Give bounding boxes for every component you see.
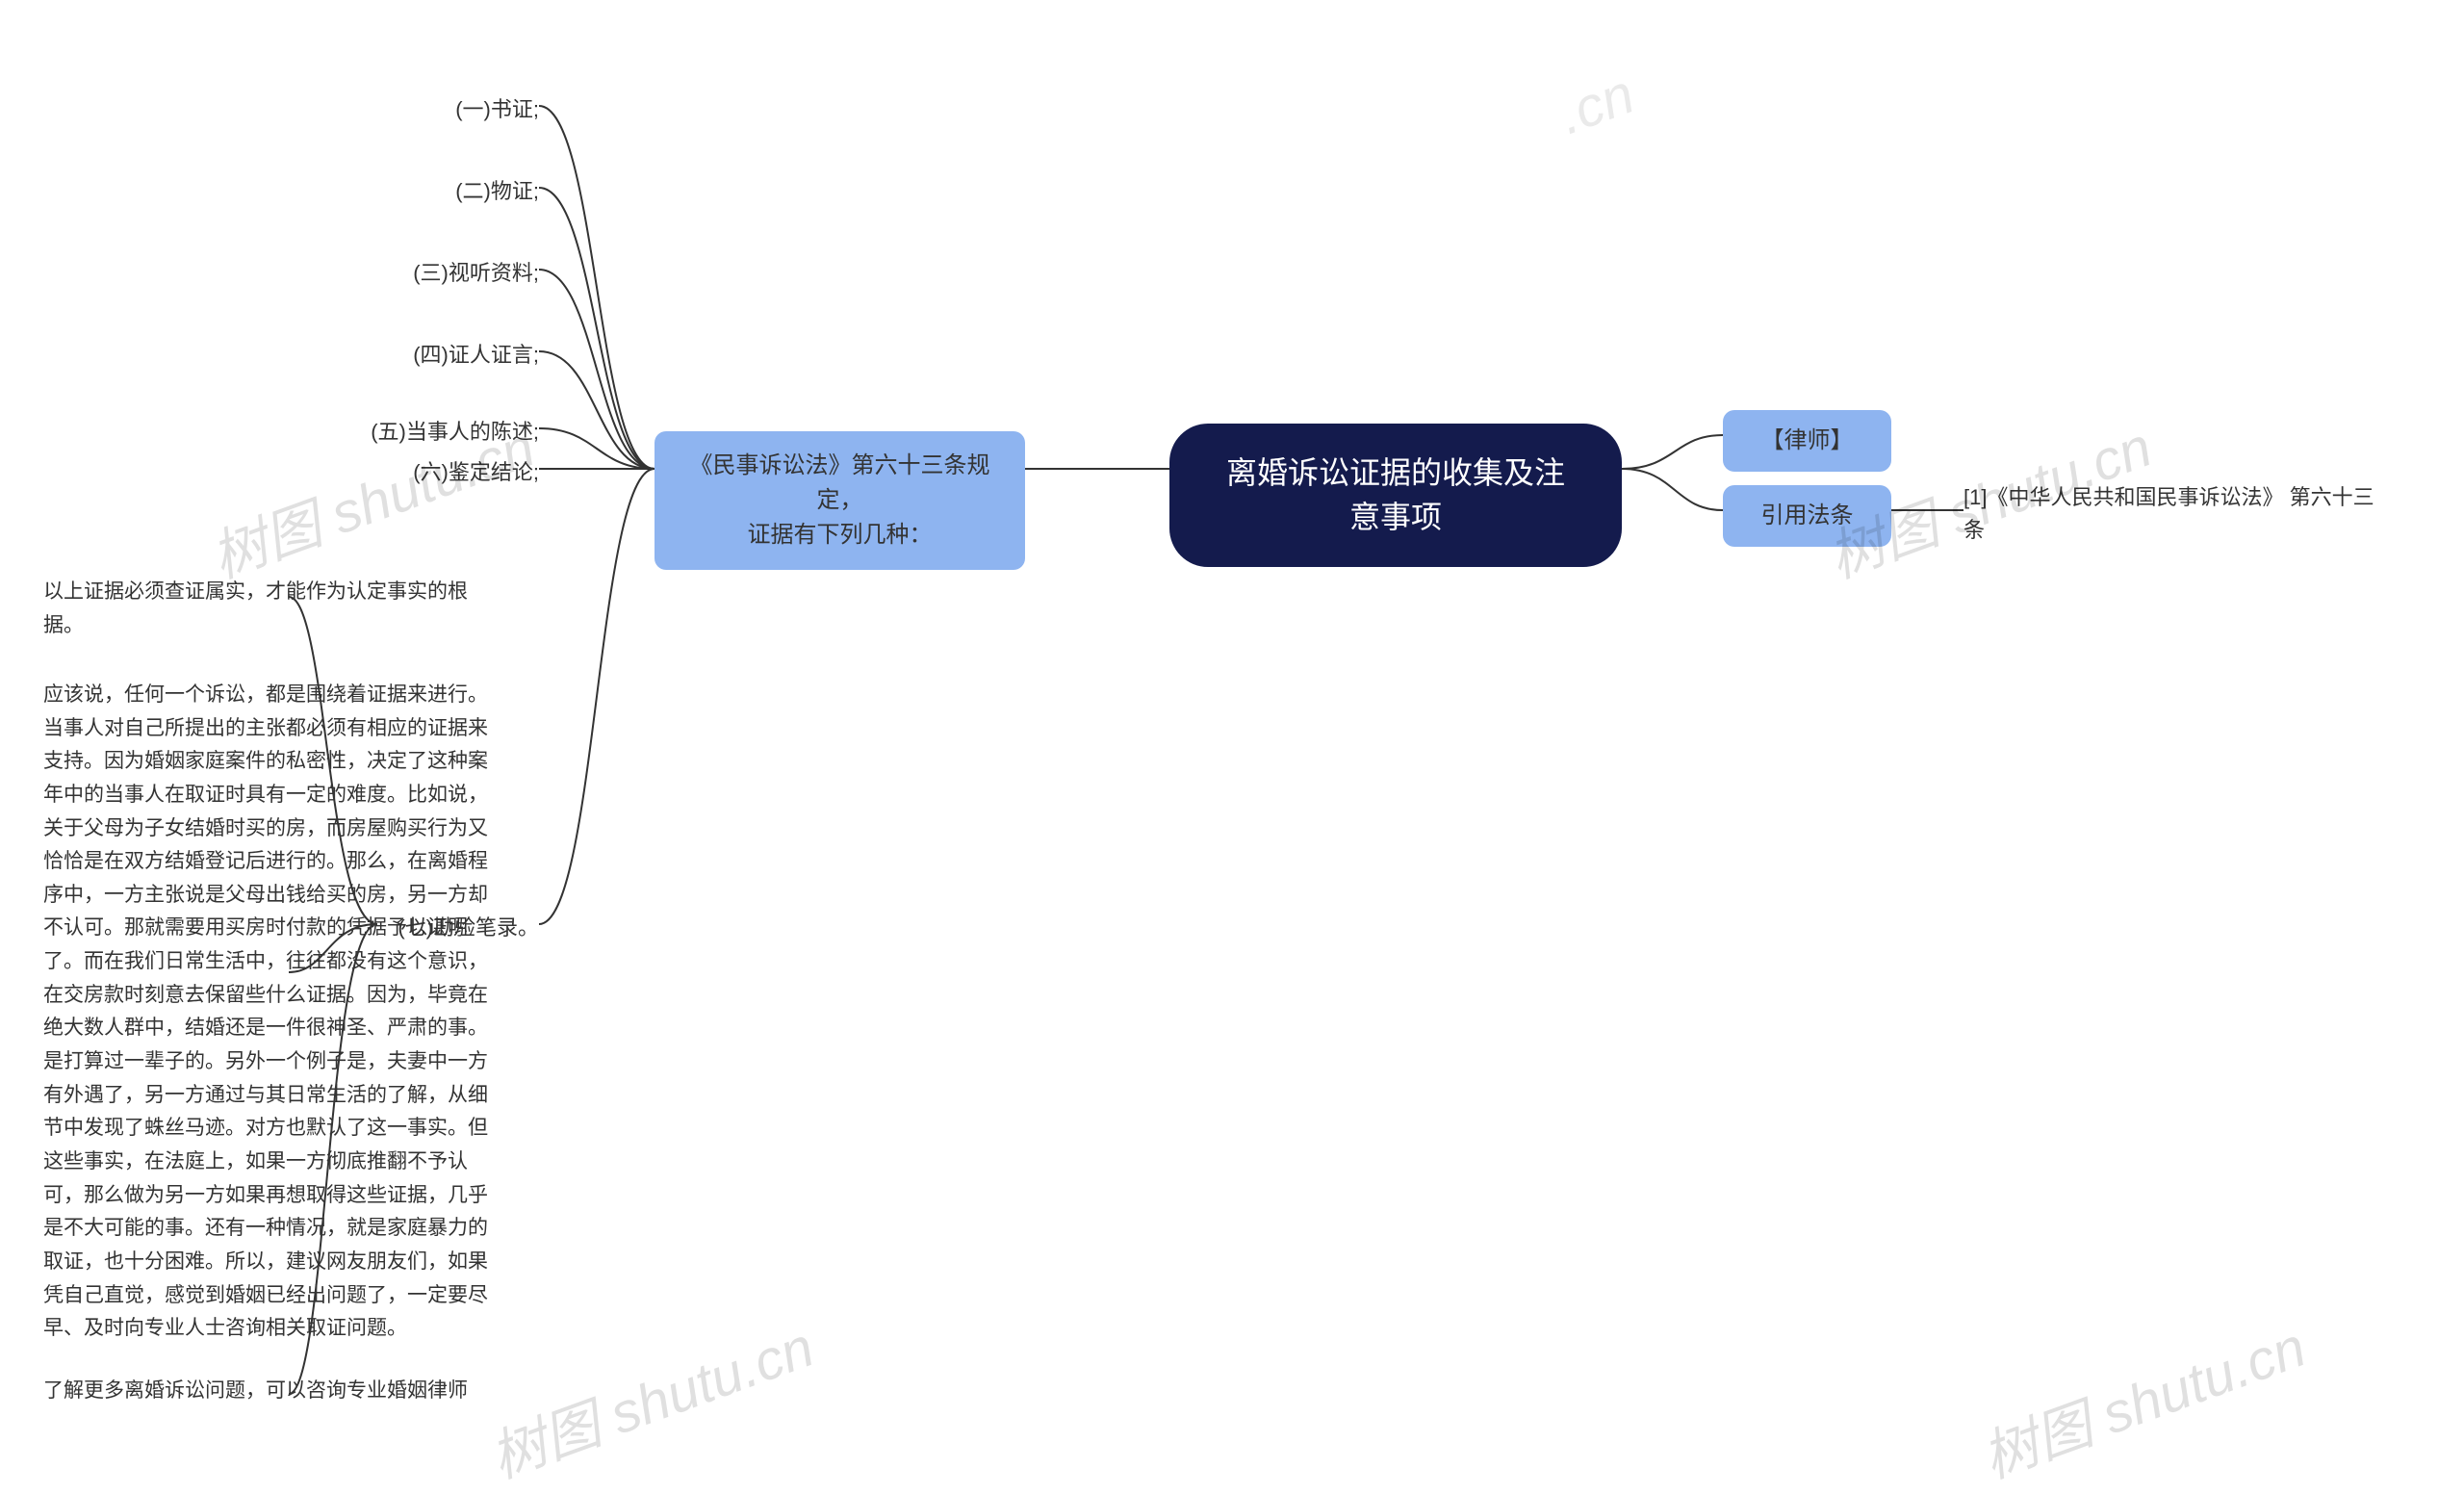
leaf-item-1[interactable]: (一)书证; [385,93,539,125]
watermark-icon: .cn [1551,62,1643,147]
left-branch-line2: 证据有下列几种： [748,522,933,548]
left-branch[interactable]: 《民事诉讼法》第六十三条规定， 证据有下列几种： [654,431,1025,570]
watermark-icon: 树图 shutu.cn [477,1301,823,1493]
leaf-item-3[interactable]: (三)视听资料; [385,257,539,289]
leaf-item-2[interactable]: (二)物证; [385,175,539,207]
root-line2: 意事项 [1349,500,1442,534]
root-node[interactable]: 离婚诉讼证据的收集及注 意事项 [1169,424,1622,567]
right-branch-1[interactable]: 【律师】 [1723,410,1891,472]
right-branch-2[interactable]: 引用法条 [1723,485,1891,547]
left-branch-line1: 《民事诉讼法》第六十三条规定， [690,452,990,513]
block-1[interactable]: 以上证据必须查证属实，才能作为认定事实的根据。 [43,576,496,642]
watermark-icon: 树图 shutu.cn [1969,1301,2315,1493]
block-3[interactable]: 了解更多离婚诉讼问题，可以咨询专业婚姻律师 [43,1375,496,1408]
leaf-item-4[interactable]: (四)证人证言; [385,339,539,371]
block-2[interactable]: 应该说，任何一个诉讼，都是围绕着证据来进行。当事人对自己所提出的主张都必须有相应… [43,679,496,1346]
leaf-item-5[interactable]: (五)当事人的陈述; [342,416,539,448]
right-leaf-1[interactable]: [1]《中华人民共和国民事诉讼法》 第六十三条 [1964,481,2377,547]
leaf-item-6[interactable]: (六)鉴定结论; [385,456,539,488]
root-line1: 离婚诉讼证据的收集及注 [1226,455,1565,490]
